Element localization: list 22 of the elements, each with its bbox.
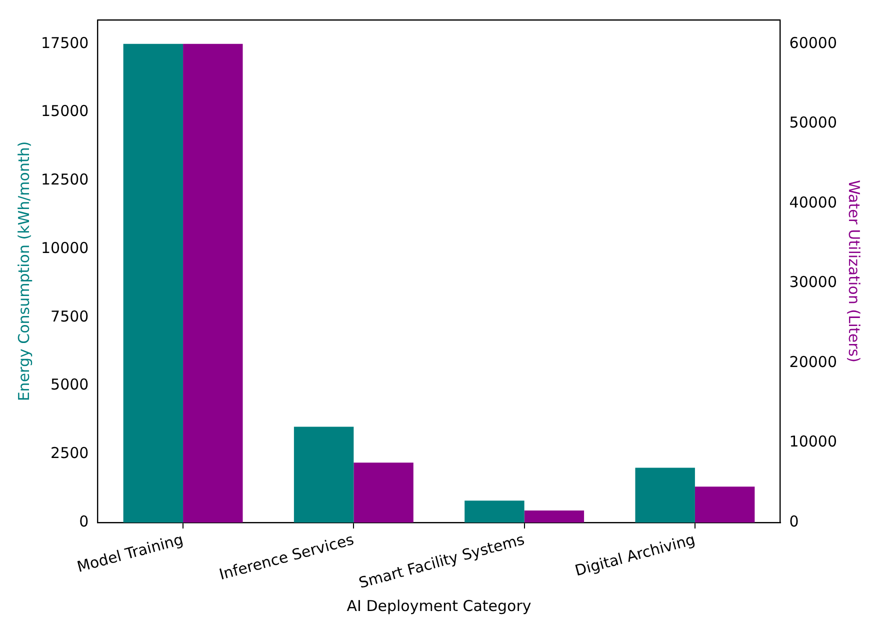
y-tick-label: 2500 (50, 444, 89, 462)
x-tick-label: Smart Facility Systems (356, 530, 527, 592)
y2-tick-label: 0 (789, 512, 799, 530)
x-tick-label: Digital Archiving (573, 530, 698, 580)
y-tick-label: 7500 (50, 307, 89, 326)
y2-tick-label: 20000 (789, 352, 837, 371)
y2-tick-label: 50000 (789, 114, 837, 132)
y2-tick-label: 60000 (789, 34, 837, 52)
x-axis-title: AI Deployment Category (346, 596, 532, 615)
y2-tick-label: 10000 (789, 432, 837, 451)
x-tick-label: Inference Services (217, 530, 356, 584)
y-axis-title: Energy Consumption (kWh/month) (14, 141, 33, 402)
y-tick-label: 5000 (50, 376, 89, 394)
y2-tick-label: 30000 (789, 273, 837, 292)
y-tick-label: 15000 (41, 102, 89, 120)
y-tick-label: 0 (79, 512, 89, 530)
y-tick-label: 17500 (41, 34, 89, 52)
y2-tick-label: 40000 (789, 193, 837, 212)
y2-axis-title: Water Utilization (Liters) (845, 180, 864, 362)
x-tick-label: Model Training (75, 530, 186, 576)
y-tick-label: 12500 (41, 170, 89, 189)
y-tick-label: 10000 (41, 238, 89, 257)
